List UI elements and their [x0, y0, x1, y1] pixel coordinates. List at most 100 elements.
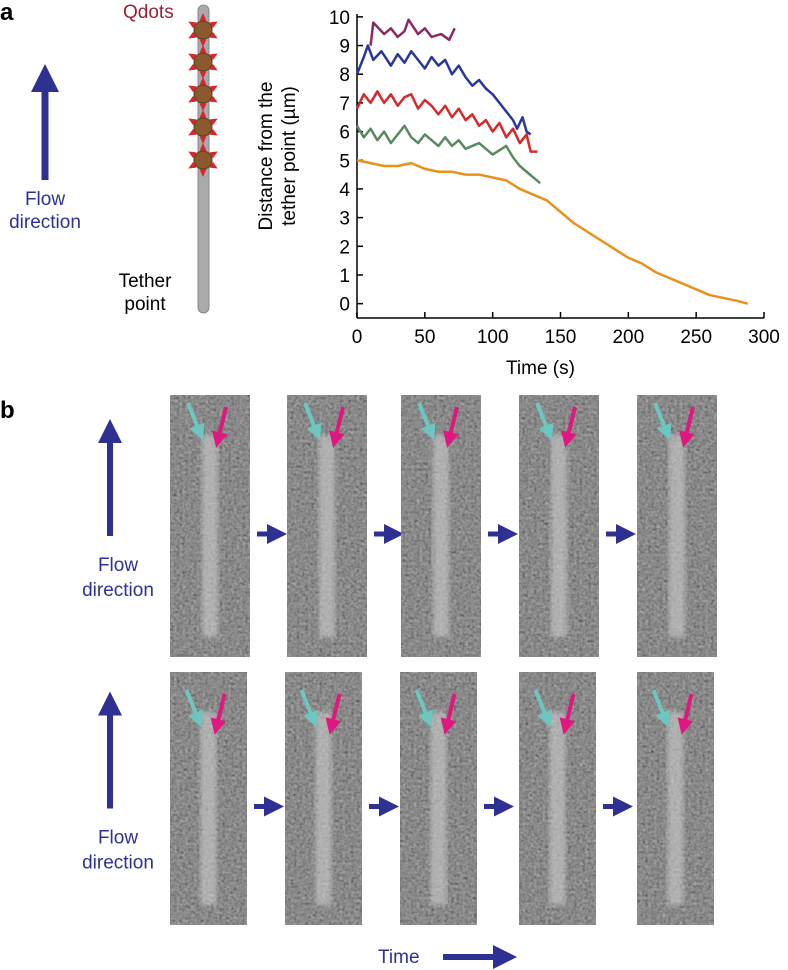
flow-label-line: Flow	[98, 555, 138, 576]
magenta-arrow	[440, 693, 457, 735]
qdot-spike	[199, 13, 207, 21]
x-tick-label: 0	[352, 327, 363, 348]
magenta-arrow	[559, 693, 576, 735]
cyan-arrow	[417, 402, 436, 441]
series-line	[355, 44, 532, 136]
qdot	[193, 117, 213, 137]
qdot	[193, 150, 213, 170]
qdot-spike	[209, 21, 218, 29]
qdot	[193, 20, 213, 40]
cyan-arrow	[303, 402, 322, 441]
series-line	[355, 124, 541, 185]
series-line	[369, 18, 456, 46]
y-tick-label: 6	[339, 123, 350, 144]
qdot-spike	[199, 71, 207, 79]
x-tick-label: 150	[545, 327, 577, 348]
cyan-arrow	[651, 689, 670, 728]
magenta-arrow	[210, 693, 227, 735]
qdot-spike	[199, 143, 207, 151]
filament	[551, 435, 567, 637]
y-tick-label: 9	[339, 37, 350, 58]
y-tick-label: 8	[339, 65, 350, 86]
magenta-arrow	[443, 406, 459, 448]
filament	[319, 435, 335, 637]
magenta-arrow	[679, 406, 695, 448]
qdot-spike	[209, 85, 218, 93]
panel-label: b	[0, 397, 15, 424]
qdot-spike	[209, 95, 218, 103]
qdot-spike	[209, 31, 218, 39]
magenta-arrow	[329, 406, 345, 448]
tether-label: Tether point	[119, 271, 172, 315]
qdot-spike	[188, 85, 197, 93]
y-tick-label: 0	[339, 295, 350, 316]
time-label: Time	[378, 947, 420, 968]
qdot-spike	[209, 128, 218, 136]
qdot-spike	[199, 136, 207, 144]
filament	[669, 435, 685, 637]
qdot-spike	[188, 95, 197, 103]
qdot	[193, 84, 213, 104]
qdot-spike	[188, 53, 197, 61]
qdot-spike	[188, 21, 197, 29]
qdot-spike	[199, 103, 207, 111]
x-tick-label: 50	[414, 327, 435, 348]
x-tick-label: 200	[612, 327, 644, 348]
y-axis-label-line: Distance from the	[256, 82, 277, 231]
qdot-spike	[188, 151, 197, 159]
cyan-arrow	[533, 689, 552, 728]
qdots-label: Qdots	[123, 2, 174, 23]
x-axis-label: Time (s)	[506, 358, 575, 379]
filament	[430, 712, 447, 905]
qdot-spike	[188, 31, 197, 39]
filament	[667, 712, 684, 905]
qdot-spike	[188, 161, 197, 169]
x-tick-label: 300	[748, 327, 780, 348]
x-tick-label: 100	[477, 327, 509, 348]
filament	[200, 712, 217, 905]
qdot-spike	[209, 63, 218, 71]
qdot-spike	[188, 118, 197, 126]
flow-label-line: direction	[82, 853, 154, 874]
cyan-arrow	[414, 689, 433, 728]
y-tick-label: 10	[329, 8, 350, 29]
qdot-spike	[199, 45, 207, 53]
cyan-arrow	[653, 402, 672, 441]
qdot-spike	[209, 151, 218, 159]
qdot-spike	[199, 39, 207, 47]
flow-label: Flow direction	[82, 555, 154, 601]
series-line	[355, 90, 538, 153]
filament	[202, 435, 218, 637]
filament	[315, 712, 332, 905]
flow-label: Flow direction	[82, 828, 154, 874]
qdot-spike	[199, 77, 207, 85]
magenta-arrow	[677, 693, 694, 735]
flow-label: Flow direction	[9, 189, 81, 233]
flow-label-line: direction	[82, 580, 154, 601]
qdot-spike	[199, 169, 207, 177]
y-axis-label-line: tether point (µm)	[279, 86, 300, 226]
y-tick-label: 5	[339, 151, 350, 172]
qdot-spike	[188, 128, 197, 136]
y-tick-label: 4	[339, 180, 350, 201]
y-axis-label: Distance from the tether point (µm)	[256, 82, 300, 231]
qdot-spike	[209, 118, 218, 126]
panel-b: Flow direction Flow direction	[82, 395, 717, 925]
cyan-arrow	[299, 689, 318, 728]
flow-label-line: Flow	[98, 828, 138, 849]
cyan-arrow	[535, 402, 554, 441]
cyan-arrow	[186, 402, 205, 441]
qdot-spike	[209, 53, 218, 61]
qdot-spike	[188, 63, 197, 71]
y-tick-label: 2	[339, 237, 350, 258]
panel-label: a	[0, 0, 14, 26]
y-tick-label: 3	[339, 209, 350, 230]
y-tick-label: 7	[339, 94, 350, 115]
filament	[433, 435, 449, 637]
cyan-arrow	[184, 689, 203, 728]
qdot	[193, 52, 213, 72]
filament	[549, 712, 566, 905]
y-tick-label: 1	[339, 266, 350, 287]
qdot-spike	[199, 110, 207, 118]
